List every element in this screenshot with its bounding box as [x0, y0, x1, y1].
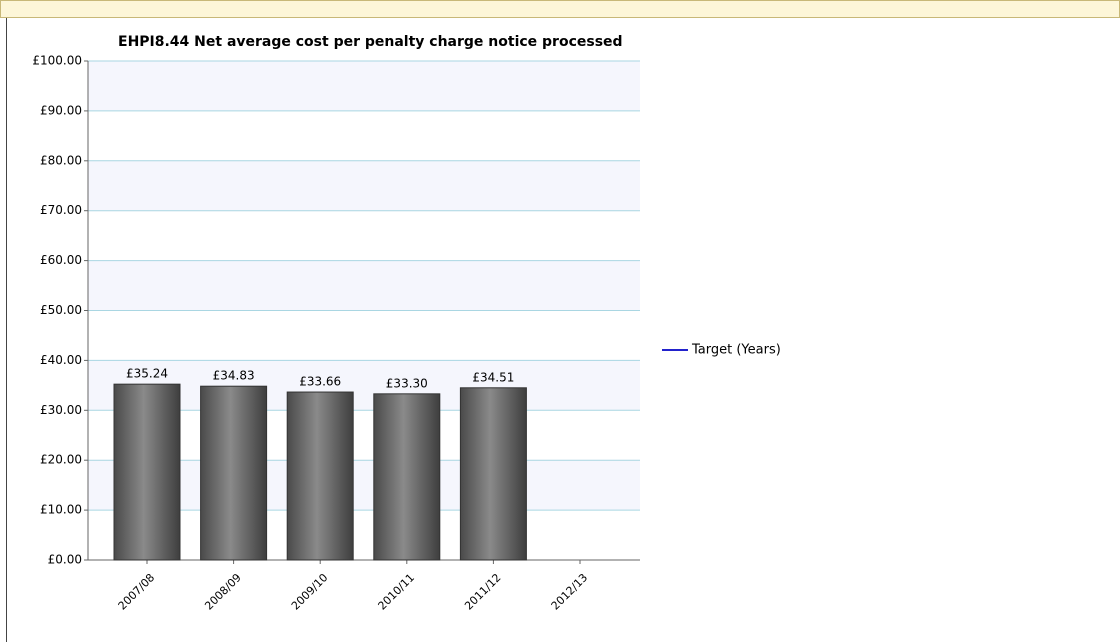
panel-border [6, 18, 7, 642]
y-tick-label: £0.00 [48, 553, 82, 567]
x-tick-label: 2008/09 [202, 571, 244, 613]
x-tick-label: 2010/11 [376, 571, 418, 613]
value-label: £34.51 [472, 370, 514, 384]
x-tick-label: 2009/10 [289, 571, 331, 613]
grid-band [88, 260, 640, 311]
x-tick-label: 2011/12 [462, 571, 504, 613]
value-label: £33.66 [299, 375, 341, 389]
legend-label: Target (Years) [691, 343, 781, 358]
x-tick-label: 2012/13 [549, 571, 591, 613]
value-label: £34.83 [213, 369, 255, 383]
y-tick-label: £10.00 [40, 503, 82, 517]
y-tick-label: £30.00 [40, 403, 82, 417]
grid-band [88, 61, 640, 111]
y-tick-label: £100.00 [32, 54, 82, 68]
bar [200, 385, 268, 561]
bar [113, 383, 181, 561]
x-tick-label: 2007/08 [116, 571, 158, 613]
value-label: £33.30 [386, 376, 428, 390]
y-tick-label: £40.00 [40, 353, 82, 367]
bar [373, 393, 441, 561]
y-tick-label: £20.00 [40, 453, 82, 467]
chart-title: EHPI8.44 Net average cost per penalty ch… [118, 34, 623, 50]
bar [286, 391, 354, 561]
value-label: £35.24 [126, 367, 168, 381]
y-tick-label: £60.00 [40, 253, 82, 267]
bar [459, 387, 527, 561]
y-tick-label: £90.00 [40, 103, 82, 117]
y-tick-label: £50.00 [40, 303, 82, 317]
y-tick-label: £80.00 [40, 153, 82, 167]
grid-band [88, 160, 640, 211]
y-tick-label: £70.00 [40, 203, 82, 217]
